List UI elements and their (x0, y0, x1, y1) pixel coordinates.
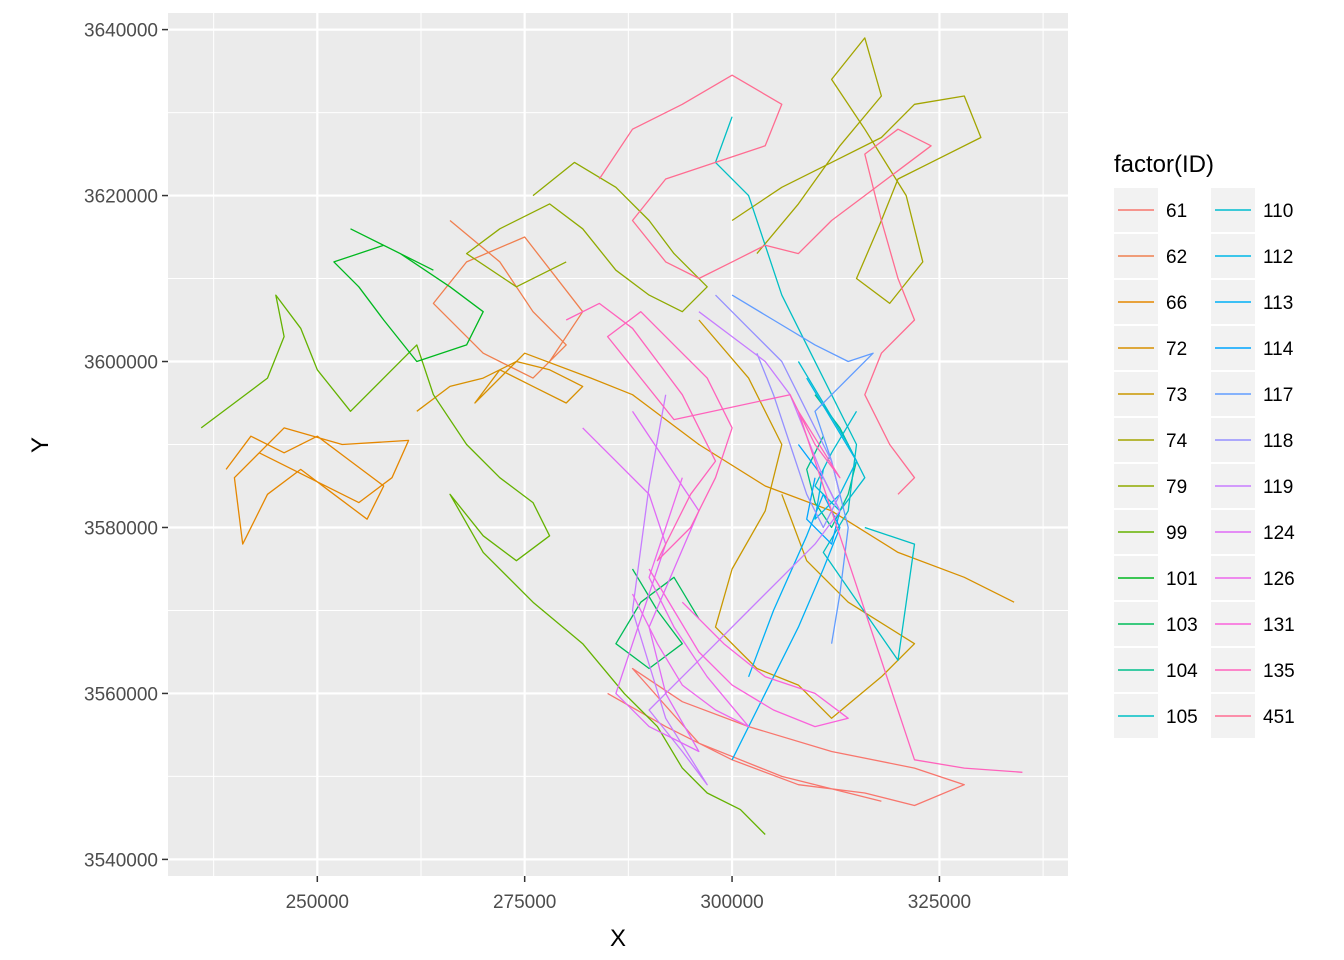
legend: factor(ID) 61 62 66 72 73 74 79 99 101 103 104 105 1… (1114, 151, 1295, 738)
legend-label-110: 110 (1263, 201, 1293, 222)
series-line-124 (582, 410, 700, 753)
legend-label-79: 79 (1166, 477, 1187, 498)
series-line-135 (565, 302, 1023, 773)
y-tick-label: 3620000 (84, 187, 158, 208)
legend-label-74: 74 (1166, 431, 1188, 452)
y-tick-label: 3640000 (84, 21, 158, 42)
series-line-113 (731, 493, 841, 761)
legend-label-119: 119 (1263, 477, 1293, 498)
series-line-110 (797, 361, 866, 512)
legend-label-62: 62 (1166, 247, 1187, 268)
x-tick-label: 275000 (493, 892, 556, 913)
x-tick-label: 300000 (700, 892, 763, 913)
legend-label-124: 124 (1263, 523, 1295, 544)
legend-title: factor(ID) (1114, 151, 1214, 178)
y-tick-label: 3540000 (84, 850, 158, 871)
series-line-79 (465, 161, 708, 313)
legend-label-101: 101 (1166, 569, 1198, 590)
series-line-126 (631, 477, 750, 728)
series-line-61 (607, 667, 965, 807)
legend-label-131: 131 (1263, 615, 1295, 636)
series-line-99 (200, 294, 766, 835)
legend-label-103: 103 (1166, 615, 1198, 636)
series-line-131 (648, 568, 849, 728)
y-tick-label: 3600000 (84, 353, 158, 374)
legend-label-113: 113 (1263, 293, 1293, 314)
legend-label-73: 73 (1166, 385, 1187, 406)
y-tick-label: 3580000 (84, 518, 158, 539)
legend-label-135: 135 (1263, 661, 1295, 682)
x-axis: 250000 275000 300000 325000 (286, 876, 971, 913)
y-tick-label: 3560000 (84, 684, 158, 705)
grid-major (168, 13, 1068, 876)
series-line-451 (598, 74, 932, 495)
series-line-117 (731, 294, 874, 644)
x-axis-title: X (610, 925, 626, 952)
series-line-62 (432, 220, 584, 379)
x-tick-label: 250000 (286, 892, 349, 913)
legend-label-451: 451 (1263, 707, 1295, 728)
legend-label-114: 114 (1263, 339, 1294, 360)
y-axis: 3540000 3560000 3580000 3600000 3620000 36400… (84, 21, 168, 871)
legend-label-66: 66 (1166, 293, 1187, 314)
series-line-118 (715, 294, 841, 529)
legend-label-112: 112 (1263, 247, 1293, 268)
legend-label-104: 104 (1166, 661, 1198, 682)
series-layer (200, 37, 1023, 835)
legend-label-61: 61 (1166, 201, 1187, 222)
legend-label-99: 99 (1166, 523, 1187, 544)
y-axis-title: Y (27, 437, 54, 453)
legend-label-118: 118 (1263, 431, 1293, 452)
series-line-74 (731, 37, 982, 305)
series-line-101 (333, 228, 484, 363)
legend-label-126: 126 (1263, 569, 1295, 590)
legend-label-72: 72 (1166, 339, 1187, 360)
x-tick-label: 325000 (908, 892, 971, 913)
series-line-73 (698, 319, 916, 719)
legend-label-105: 105 (1166, 707, 1198, 728)
legend-label-117: 117 (1263, 385, 1293, 406)
series-line-66 (225, 427, 410, 545)
